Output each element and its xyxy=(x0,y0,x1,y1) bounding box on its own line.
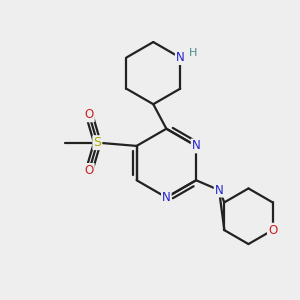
Text: N: N xyxy=(214,184,224,196)
Text: N: N xyxy=(162,191,171,204)
Text: N: N xyxy=(176,51,184,64)
Text: N: N xyxy=(192,140,200,152)
Text: S: S xyxy=(93,136,101,149)
Text: O: O xyxy=(268,224,277,237)
Text: H: H xyxy=(189,48,197,58)
Text: O: O xyxy=(85,108,94,121)
Text: O: O xyxy=(85,164,94,177)
